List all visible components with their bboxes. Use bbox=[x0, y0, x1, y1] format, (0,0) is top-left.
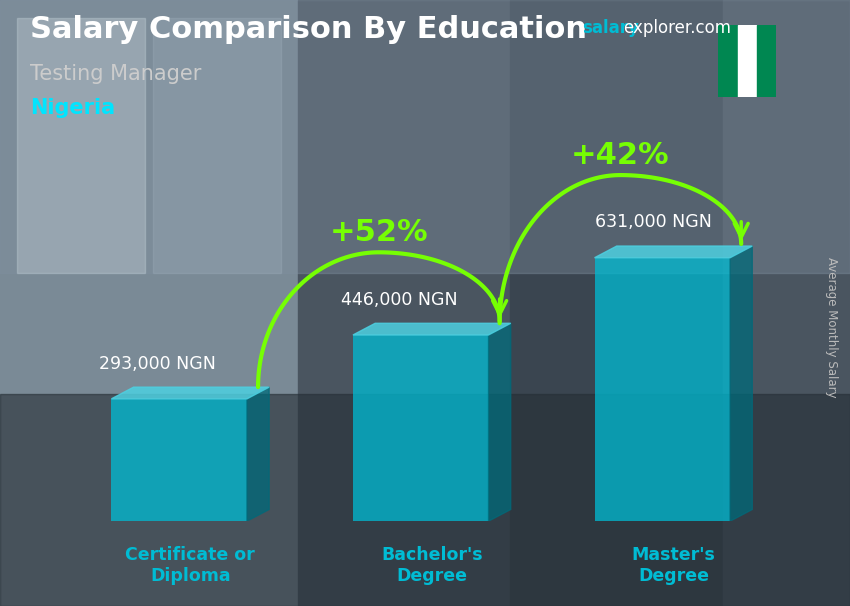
Polygon shape bbox=[247, 387, 269, 521]
Bar bbox=[153, 18, 280, 273]
Bar bbox=[594, 258, 730, 521]
Polygon shape bbox=[111, 387, 269, 399]
Bar bbox=[722, 0, 850, 606]
Polygon shape bbox=[353, 323, 511, 335]
Bar bbox=[510, 0, 722, 606]
Text: Master's
Degree: Master's Degree bbox=[632, 546, 716, 585]
Text: 446,000 NGN: 446,000 NGN bbox=[341, 291, 457, 308]
Text: +42%: +42% bbox=[571, 141, 670, 170]
Text: Nigeria: Nigeria bbox=[30, 98, 115, 118]
Text: Bachelor's
Degree: Bachelor's Degree bbox=[381, 546, 483, 585]
Text: Salary Comparison By Education: Salary Comparison By Education bbox=[30, 15, 586, 44]
Bar bbox=[298, 0, 510, 606]
Text: Certificate or
Diploma: Certificate or Diploma bbox=[126, 546, 255, 585]
Bar bbox=[0, 0, 850, 273]
Text: Average Monthly Salary: Average Monthly Salary bbox=[824, 257, 838, 398]
Polygon shape bbox=[730, 246, 752, 521]
Text: explorer.com: explorer.com bbox=[623, 19, 731, 38]
Bar bbox=[0, 394, 850, 606]
Text: 631,000 NGN: 631,000 NGN bbox=[594, 213, 711, 231]
Bar bbox=[756, 25, 776, 97]
Bar bbox=[353, 335, 489, 521]
Bar bbox=[0, 0, 298, 606]
Text: +52%: +52% bbox=[330, 218, 428, 247]
Bar bbox=[718, 25, 738, 97]
Text: 293,000 NGN: 293,000 NGN bbox=[99, 355, 216, 373]
Bar bbox=[738, 25, 756, 97]
Polygon shape bbox=[594, 246, 752, 258]
Polygon shape bbox=[489, 323, 511, 521]
Bar bbox=[111, 399, 247, 521]
Text: salary: salary bbox=[582, 19, 639, 38]
Text: Testing Manager: Testing Manager bbox=[30, 64, 201, 84]
Bar bbox=[17, 18, 144, 273]
